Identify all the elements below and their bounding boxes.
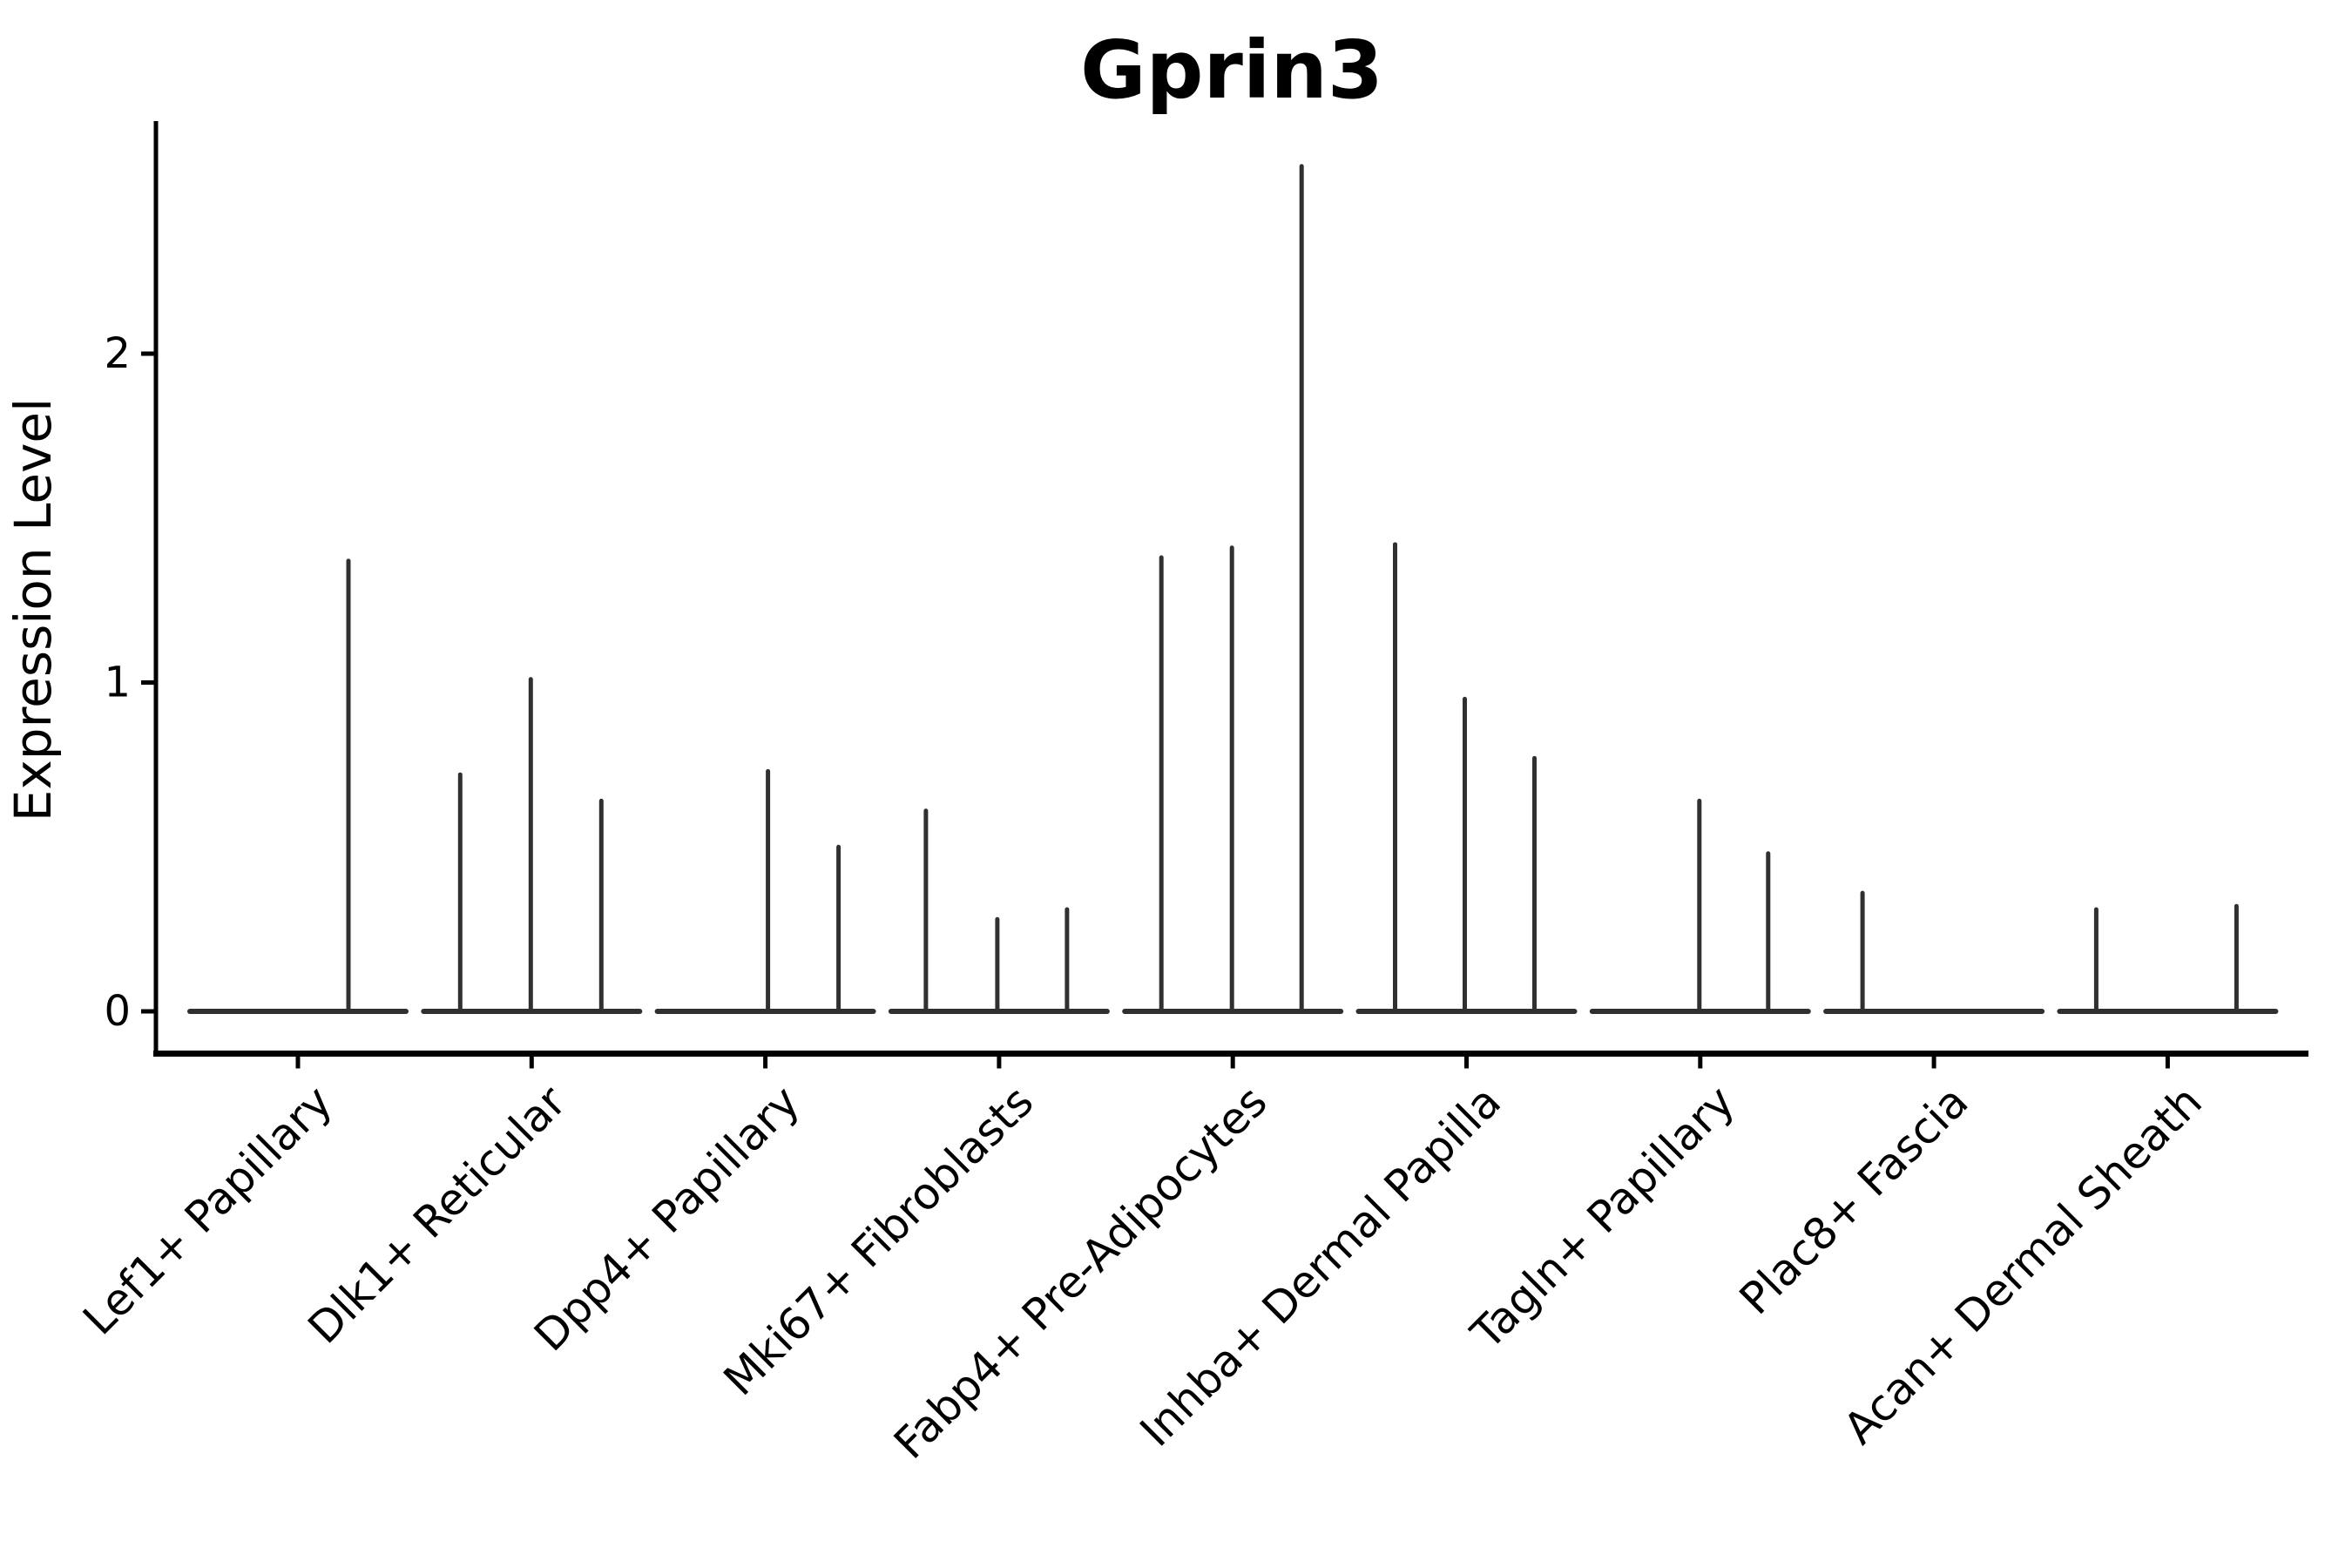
x-tick-label: Fabp4+ Pre-Adipocytes	[884, 1076, 1277, 1469]
violin-group	[187, 164, 2279, 1014]
y-tick-label: 1	[104, 659, 131, 707]
chart-title: Gprin3	[1080, 24, 1383, 117]
y-axis-label: Expression Level	[3, 398, 63, 821]
y-tick-label: 0	[104, 987, 131, 1036]
x-tick-label: Lef1+ Papillary	[73, 1076, 341, 1344]
y-tick-group: 0 1 2	[104, 329, 156, 1036]
x-tick-label: Dlk1+ Reticular	[299, 1076, 576, 1353]
x-tick-label: Plac8+ Fascia	[1730, 1076, 1978, 1324]
y-tick-label: 2	[104, 329, 131, 378]
